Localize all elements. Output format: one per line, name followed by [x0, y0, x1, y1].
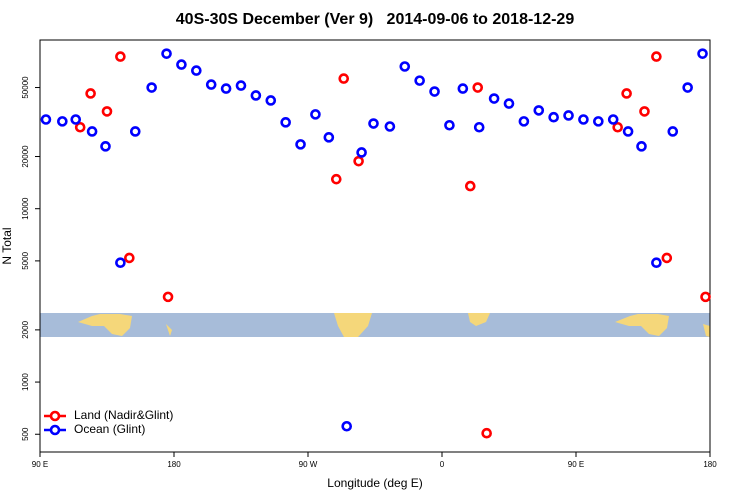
data-point [356, 147, 367, 158]
data-point [115, 51, 126, 62]
x-tick-label: 180 [703, 460, 717, 469]
data-point [74, 121, 86, 133]
data-point [563, 110, 574, 121]
map-land [78, 314, 132, 336]
data-point [124, 252, 135, 264]
y-tick-label: 5000 [21, 251, 30, 269]
data-point [295, 139, 306, 150]
data-point [323, 132, 335, 143]
data-point [399, 61, 411, 72]
y-tick-label: 2000 [21, 320, 30, 338]
y-tick-label: 500 [21, 427, 30, 441]
data-point [488, 93, 500, 104]
legend-marker [49, 410, 61, 422]
data-point [341, 420, 353, 432]
legend: Land (Nadir&Glint)Ocean (Glint) [44, 408, 173, 436]
chart-title: 40S-30S December (Ver 9) 2014-09-06 to 2… [176, 11, 575, 28]
map-land [166, 324, 172, 336]
legend-label: Ocean (Glint) [74, 422, 145, 436]
x-tick-label: 0 [440, 460, 445, 469]
data-point [40, 114, 52, 125]
data-point [667, 126, 679, 137]
data-point [533, 105, 545, 116]
data-point [101, 106, 113, 117]
map-ocean [40, 313, 710, 337]
data-point [86, 126, 98, 137]
data-point [162, 291, 174, 303]
data-point [593, 116, 604, 127]
data-point [473, 121, 485, 133]
data-point [220, 83, 232, 94]
x-axis-label: Longitude (deg E) [327, 476, 422, 490]
data-point [384, 121, 396, 132]
data-point [607, 114, 619, 125]
x-tick-label: 90 W [299, 460, 318, 469]
data-point [444, 119, 455, 131]
data-point [100, 141, 111, 152]
data-point [338, 73, 350, 84]
data-point [205, 79, 217, 90]
data-point [548, 111, 559, 123]
data-point [115, 257, 126, 269]
data-point [651, 257, 662, 269]
data-point [191, 65, 202, 76]
data-point [146, 82, 157, 93]
y-tick-label: 10000 [21, 197, 30, 220]
data-point [368, 118, 379, 129]
map-land [334, 313, 372, 337]
data-point [682, 82, 693, 93]
data-point [129, 126, 141, 137]
data-point [457, 83, 469, 94]
data-point [697, 48, 708, 59]
data-point [235, 80, 247, 91]
data-point [651, 51, 662, 62]
x-tick-label: 90 E [568, 460, 584, 469]
data-point [310, 109, 321, 120]
x-tick-label: 180 [167, 460, 181, 469]
data-point [57, 116, 68, 127]
data-point [578, 114, 589, 125]
data-point [503, 98, 515, 109]
y-axis-label: N Total [0, 227, 14, 264]
data-point [472, 82, 484, 93]
data-point [250, 90, 262, 101]
map-land [468, 313, 490, 326]
data-point [639, 106, 650, 117]
data-point [700, 291, 711, 303]
data-point [85, 88, 96, 99]
data-point [518, 116, 530, 127]
map-strip [40, 313, 710, 337]
plot-frame [39, 39, 711, 453]
data-point [353, 155, 364, 167]
map-land [703, 324, 710, 337]
data-point [621, 88, 632, 99]
data-point [176, 59, 187, 70]
x-tick-label: 90 E [32, 460, 48, 469]
data-point [280, 117, 291, 128]
map-land [615, 314, 669, 336]
y-tick-label: 20000 [21, 145, 30, 168]
legend-label: Land (Nadir&Glint) [74, 408, 173, 422]
data-point [429, 86, 440, 97]
y-tick-label: 50000 [21, 76, 30, 99]
data-point [70, 114, 82, 125]
data-point [330, 173, 342, 185]
data-point [636, 141, 647, 152]
data-point [414, 75, 425, 86]
data-point [622, 126, 634, 137]
data-point [481, 427, 492, 439]
data-point [661, 252, 673, 264]
data-point [265, 95, 277, 106]
data-point [612, 121, 623, 133]
legend-marker [49, 424, 61, 436]
data-point [161, 48, 172, 59]
data-point [464, 180, 476, 192]
y-tick-label: 1000 [21, 373, 30, 391]
